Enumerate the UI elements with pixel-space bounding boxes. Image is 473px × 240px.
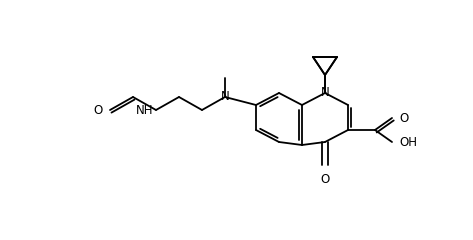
Text: O: O	[399, 112, 408, 125]
Text: O: O	[320, 173, 330, 186]
Text: NH: NH	[135, 103, 153, 116]
Text: OH: OH	[399, 136, 417, 149]
Text: N: N	[321, 86, 329, 100]
Text: O: O	[94, 103, 103, 116]
Text: N: N	[220, 90, 229, 103]
